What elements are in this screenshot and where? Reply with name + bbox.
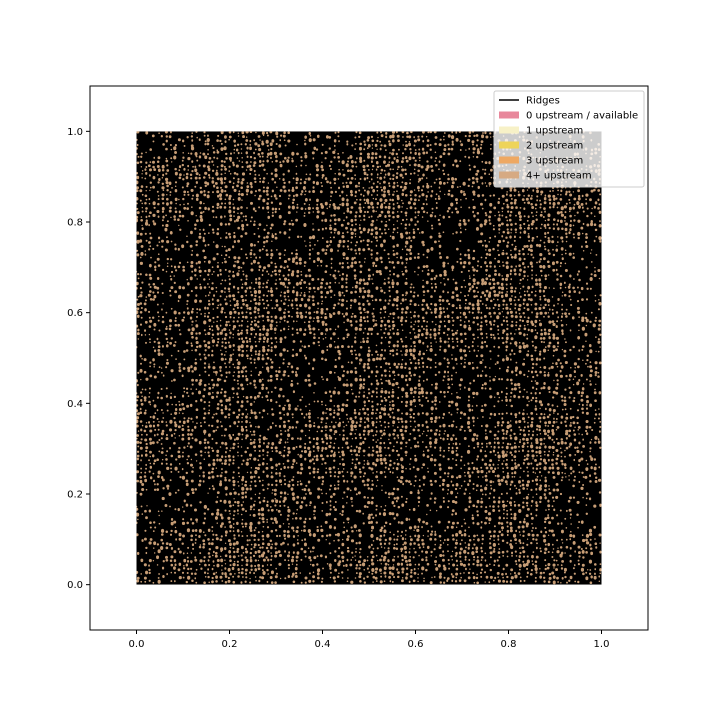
legend-entry: 4+ upstream [499, 171, 592, 182]
legend: Ridges 0 upstream / available 1 upstream 2 … [493, 90, 645, 188]
legend-label: Ridges [526, 96, 560, 107]
legend-color-swatch [499, 141, 519, 149]
x-tick-label: 0.0 [129, 639, 145, 650]
legend-color-swatch [499, 111, 519, 119]
mesh-cells [136, 131, 602, 585]
y-tick-label: 0.8 [67, 218, 83, 229]
legend-label: 0 upstream / available [526, 111, 638, 122]
x-tick-label: 0.8 [501, 639, 517, 650]
plot-content [136, 131, 602, 585]
y-tick-label: 0.6 [67, 308, 83, 319]
x-tick-label: 0.4 [315, 639, 331, 650]
legend-box [493, 90, 645, 188]
y-tick-label: 0.4 [67, 399, 83, 410]
y-tick-label: 1.0 [67, 127, 83, 138]
legend-color-swatch [499, 171, 519, 179]
legend-entry: Ridges [499, 96, 560, 107]
y-tick-label: 0.2 [67, 490, 83, 501]
legend-entry: 3 upstream [499, 156, 583, 167]
legend-entry: 1 upstream [499, 126, 583, 137]
legend-label: 1 upstream [526, 126, 583, 137]
legend-entry: 0 upstream / available [499, 111, 638, 122]
legend-color-swatch [499, 156, 519, 164]
axes-frame [89, 85, 649, 631]
y-axis: 0.0 0.2 0.4 0.6 0.8 1.0 [67, 127, 90, 591]
legend-label: 2 upstream [526, 141, 583, 152]
legend-label: 4+ upstream [526, 171, 592, 182]
x-tick-label: 1.0 [594, 639, 610, 650]
x-tick-label: 0.6 [408, 639, 424, 650]
legend-label: 3 upstream [526, 156, 583, 167]
x-tick-label: 0.2 [222, 639, 238, 650]
y-tick-label: 0.0 [67, 580, 83, 591]
legend-color-swatch [499, 126, 519, 134]
legend-entry: 2 upstream [499, 141, 583, 152]
x-axis: 0.0 0.2 0.4 0.6 0.8 1.0 [129, 630, 610, 650]
